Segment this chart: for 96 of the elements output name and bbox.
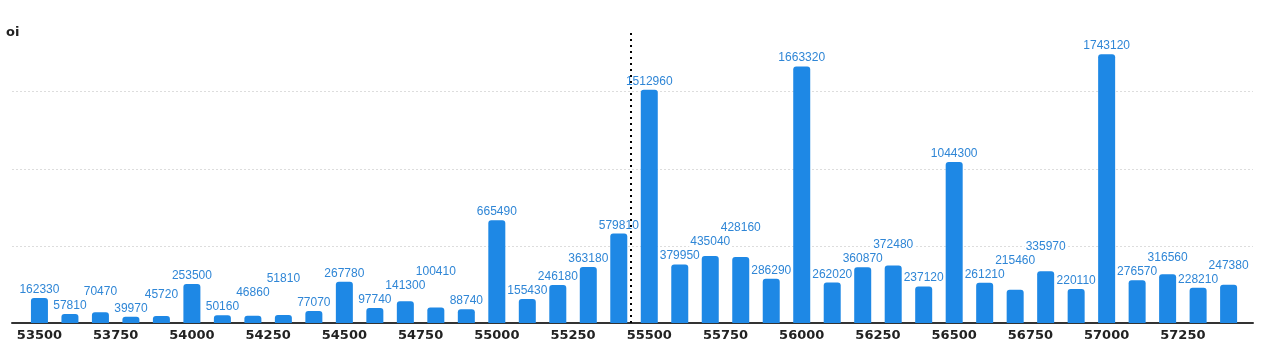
data-label: 267780 xyxy=(324,265,365,280)
x-tick-label: 55250 xyxy=(550,327,596,342)
x-tick-label: 56250 xyxy=(855,327,901,342)
data-label: 97740 xyxy=(358,291,392,306)
x-tick-label: 56500 xyxy=(931,327,977,342)
bar xyxy=(549,285,567,323)
bar xyxy=(1128,280,1146,323)
bar xyxy=(732,256,750,323)
bar xyxy=(213,315,231,323)
x-tick-label: 55750 xyxy=(702,327,749,342)
data-label: 51810 xyxy=(266,271,301,286)
data-label: 253500 xyxy=(171,267,213,282)
data-label: 363180 xyxy=(568,250,609,265)
bar xyxy=(30,297,48,323)
data-label: 141300 xyxy=(385,277,426,292)
data-label: 1743120 xyxy=(1083,38,1131,53)
bar xyxy=(1098,54,1116,323)
x-tick-label: 53500 xyxy=(16,327,63,342)
data-label: 372480 xyxy=(873,237,914,252)
data-label: 77070 xyxy=(297,295,331,310)
x-tick-label: 55000 xyxy=(474,327,520,342)
data-label: 665490 xyxy=(476,204,518,219)
data-label: 220110 xyxy=(1056,273,1097,288)
bar xyxy=(1067,289,1085,323)
bar xyxy=(457,309,475,323)
bar xyxy=(1189,287,1207,323)
bar xyxy=(610,233,628,323)
y-axis-title: oi xyxy=(6,24,20,39)
data-label: 70470 xyxy=(83,284,118,299)
bar xyxy=(335,281,353,323)
bar xyxy=(579,266,597,323)
data-label: 46860 xyxy=(236,285,270,300)
data-label: 262020 xyxy=(812,266,853,281)
bar xyxy=(366,307,384,323)
bar xyxy=(1037,271,1055,323)
bar xyxy=(183,283,201,323)
data-label: 261210 xyxy=(964,266,1006,281)
bar xyxy=(488,220,506,323)
bar xyxy=(854,267,872,323)
data-label: 276570 xyxy=(1117,264,1158,279)
data-label: 1663320 xyxy=(778,50,826,65)
x-tick-label: 55500 xyxy=(626,327,672,342)
x-tick-label: 54750 xyxy=(397,327,444,342)
bar xyxy=(91,312,109,323)
data-label: 335970 xyxy=(1025,238,1066,253)
data-label: 228210 xyxy=(1178,271,1219,286)
data-label: 286290 xyxy=(751,262,792,277)
data-label: 247380 xyxy=(1208,257,1249,272)
data-label: 88740 xyxy=(449,293,484,308)
data-label: 579810 xyxy=(598,217,640,232)
bar xyxy=(152,315,170,323)
bar xyxy=(762,278,780,323)
bar xyxy=(1006,289,1024,323)
bar xyxy=(671,264,689,323)
x-tick-label: 56750 xyxy=(1007,327,1054,342)
data-label: 155430 xyxy=(507,283,548,298)
bar xyxy=(823,282,841,323)
data-label: 57810 xyxy=(53,298,87,313)
bar xyxy=(945,161,963,323)
bar xyxy=(1159,274,1177,323)
bar xyxy=(701,255,719,323)
x-tick-label: 57000 xyxy=(1084,327,1130,342)
bar xyxy=(915,286,933,323)
x-tick-label: 57250 xyxy=(1160,327,1206,342)
bar xyxy=(244,315,262,323)
bar xyxy=(305,311,323,323)
data-label: 428160 xyxy=(720,220,762,235)
data-label: 45720 xyxy=(144,286,179,301)
bar xyxy=(396,301,414,323)
bar xyxy=(793,66,811,323)
x-tick-label: 54250 xyxy=(245,327,291,342)
bar xyxy=(884,265,902,323)
data-label: 50160 xyxy=(205,299,240,314)
bar xyxy=(976,282,994,323)
data-label: 1512960 xyxy=(625,73,673,88)
data-label: 435040 xyxy=(690,234,731,249)
bar xyxy=(61,314,79,323)
x-tick-label: 56000 xyxy=(779,327,825,342)
bar xyxy=(518,299,536,323)
data-label: 316560 xyxy=(1147,250,1188,265)
data-label: 1044300 xyxy=(930,145,978,160)
data-label: 39970 xyxy=(114,300,148,315)
x-tick-label: 54500 xyxy=(321,327,367,342)
bar xyxy=(640,89,658,323)
bar xyxy=(274,315,292,323)
data-label: 215460 xyxy=(995,252,1036,267)
bar xyxy=(427,307,445,323)
data-label: 360870 xyxy=(842,251,884,266)
data-label: 237120 xyxy=(903,270,945,285)
x-tick-label: 53750 xyxy=(93,327,139,342)
bar xyxy=(1220,284,1238,323)
x-tick-label: 54000 xyxy=(169,327,215,342)
data-label: 100410 xyxy=(415,263,457,278)
data-label: 162330 xyxy=(19,281,60,296)
data-label: 246180 xyxy=(537,269,579,284)
data-label: 379950 xyxy=(659,248,701,263)
